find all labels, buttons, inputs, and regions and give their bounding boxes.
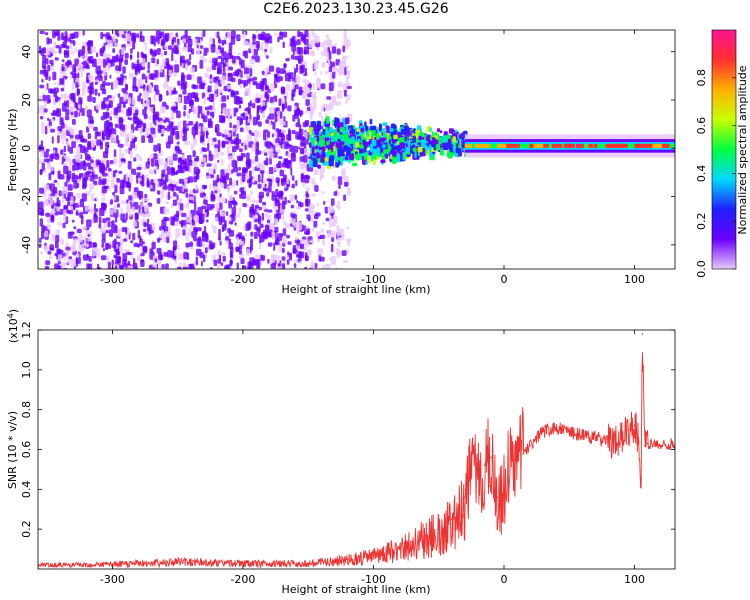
snr-data-point [594,436,597,439]
colorbar-gradient [712,30,736,269]
snr-data-point [111,563,114,565]
snr-data-point [307,562,310,564]
colorbar-frame [711,29,737,270]
spectrogram-y-tick-label: -40 [20,236,33,254]
spectrogram-region-0 [38,30,314,269]
snr-data-point [581,434,584,437]
spectrogram-region-2 [308,116,469,170]
colorbar-tick-label: 0.4 [695,165,708,183]
spectrogram-x-tick-label: 100 [624,273,645,286]
snr-data-point [398,546,401,548]
snr-x-tick-label: 100 [624,573,645,586]
snr-data-point [444,524,447,526]
snr-y-tick-label: 0.6 [20,441,33,459]
snr-x-tick-label: -200 [230,573,255,586]
snr-ticks: -300 -200 -100 0 100 0.2 0.4 0.6 0.8 1.0 1.2 [20,321,675,586]
colorbar-label: Normalized spectral amplitude [736,65,749,234]
spectrogram-y-tick-label: 0 [20,145,33,152]
snr-data-point [568,430,571,433]
snr-data-point [535,436,538,439]
colorbar-tick-label: 0.2 [695,212,708,230]
snr-data-point [450,518,453,521]
snr-y-axis-label: SNR (10 * v/v) [6,411,19,489]
snr-data-point [437,528,440,530]
snr-data-point [424,534,427,536]
snr-y-tick-label: 1.2 [20,321,33,339]
snr-data-point [464,496,466,499]
snr-data-point [176,560,179,562]
snr-data-point [627,428,629,431]
snr-data-point [659,444,662,447]
chart-title: C2E6.2023.130.23.45.G26 [263,1,449,17]
spectrogram-y-tick-label: 20 [20,93,33,107]
snr-series-line [38,352,675,569]
colorbar-tick-label: 0.6 [695,117,708,135]
snr-data-point [633,424,636,427]
spectrogram-x-tick-label: 0 [501,273,508,286]
snr-data-point [620,438,623,441]
snr-data-point [477,476,479,479]
snr-data-point [411,540,414,542]
snr-data-point [640,478,642,481]
colorbar: 0.0 0.2 0.4 0.6 0.8 Normalized spectral ampl… [695,29,749,278]
snr-data-point [496,496,499,499]
snr-data-point [490,456,492,459]
snr-data-point [503,488,505,491]
snr-data-point [470,472,473,475]
snr-plot-area [38,333,675,569]
snr-data-point [529,444,531,447]
colorbar-ticks: 0.0 0.2 0.4 0.6 0.8 [695,69,736,278]
snr-data-point [644,444,646,447]
spectrogram-y-tick-label: -20 [20,188,33,206]
spectrogram-x-axis-label: Height of straight line (km) [281,283,430,296]
snr-x-tick-label: 0 [501,573,508,586]
snr-data-point [372,554,375,556]
snr-data-point [385,550,388,552]
snr-y-tick-label: 0.4 [20,481,33,499]
snr-y-tick-label: 0.2 [20,520,33,538]
snr-data-point [522,448,525,451]
snr-data-point [346,558,349,560]
snr-y-tick-label: 1.0 [20,361,33,379]
spectrogram-frame [37,29,676,270]
spectrogram-x-tick-label: -200 [230,273,255,286]
colorbar-tick-label: 0.0 [695,260,708,278]
snr-data-point [637,436,640,439]
snr-data-point [555,426,558,429]
spectrogram-y-tick-label: 40 [20,45,33,59]
snr-x-tick-label: -300 [100,573,125,586]
colorbar-tick-label: 0.8 [695,69,708,87]
snr-data-point [641,333,644,335]
spectrogram-y-axis-label: Frequency (Hz) [6,109,19,192]
snr-x-tick-label: -100 [361,573,386,586]
spectrogram-plot-area [38,30,675,269]
snr-data-point [607,440,610,443]
snr-data-point [509,456,512,459]
snr-data-point [542,430,544,433]
spectrogram-region-3 [464,134,675,158]
snr-data-point [457,508,460,511]
snr-data-point [483,464,486,467]
snr-data-point [516,460,518,463]
snr-frame [37,329,676,570]
snr-x-axis-label: Height of straight line (km) [281,583,430,596]
snr-y-tick-label: 0.8 [20,401,33,419]
snr-panel: -300 -200 -100 0 100 0.2 0.4 0.6 0.8 1.0 1.2 Heigh… [6,309,676,596]
snr-multiplier-label: (x104) [6,309,20,343]
snr-data-point [646,442,649,445]
snr-data-point [242,562,244,564]
spectrogram-x-tick-label: -300 [100,273,125,286]
spectrogram-x-tick-label: -100 [361,273,386,286]
